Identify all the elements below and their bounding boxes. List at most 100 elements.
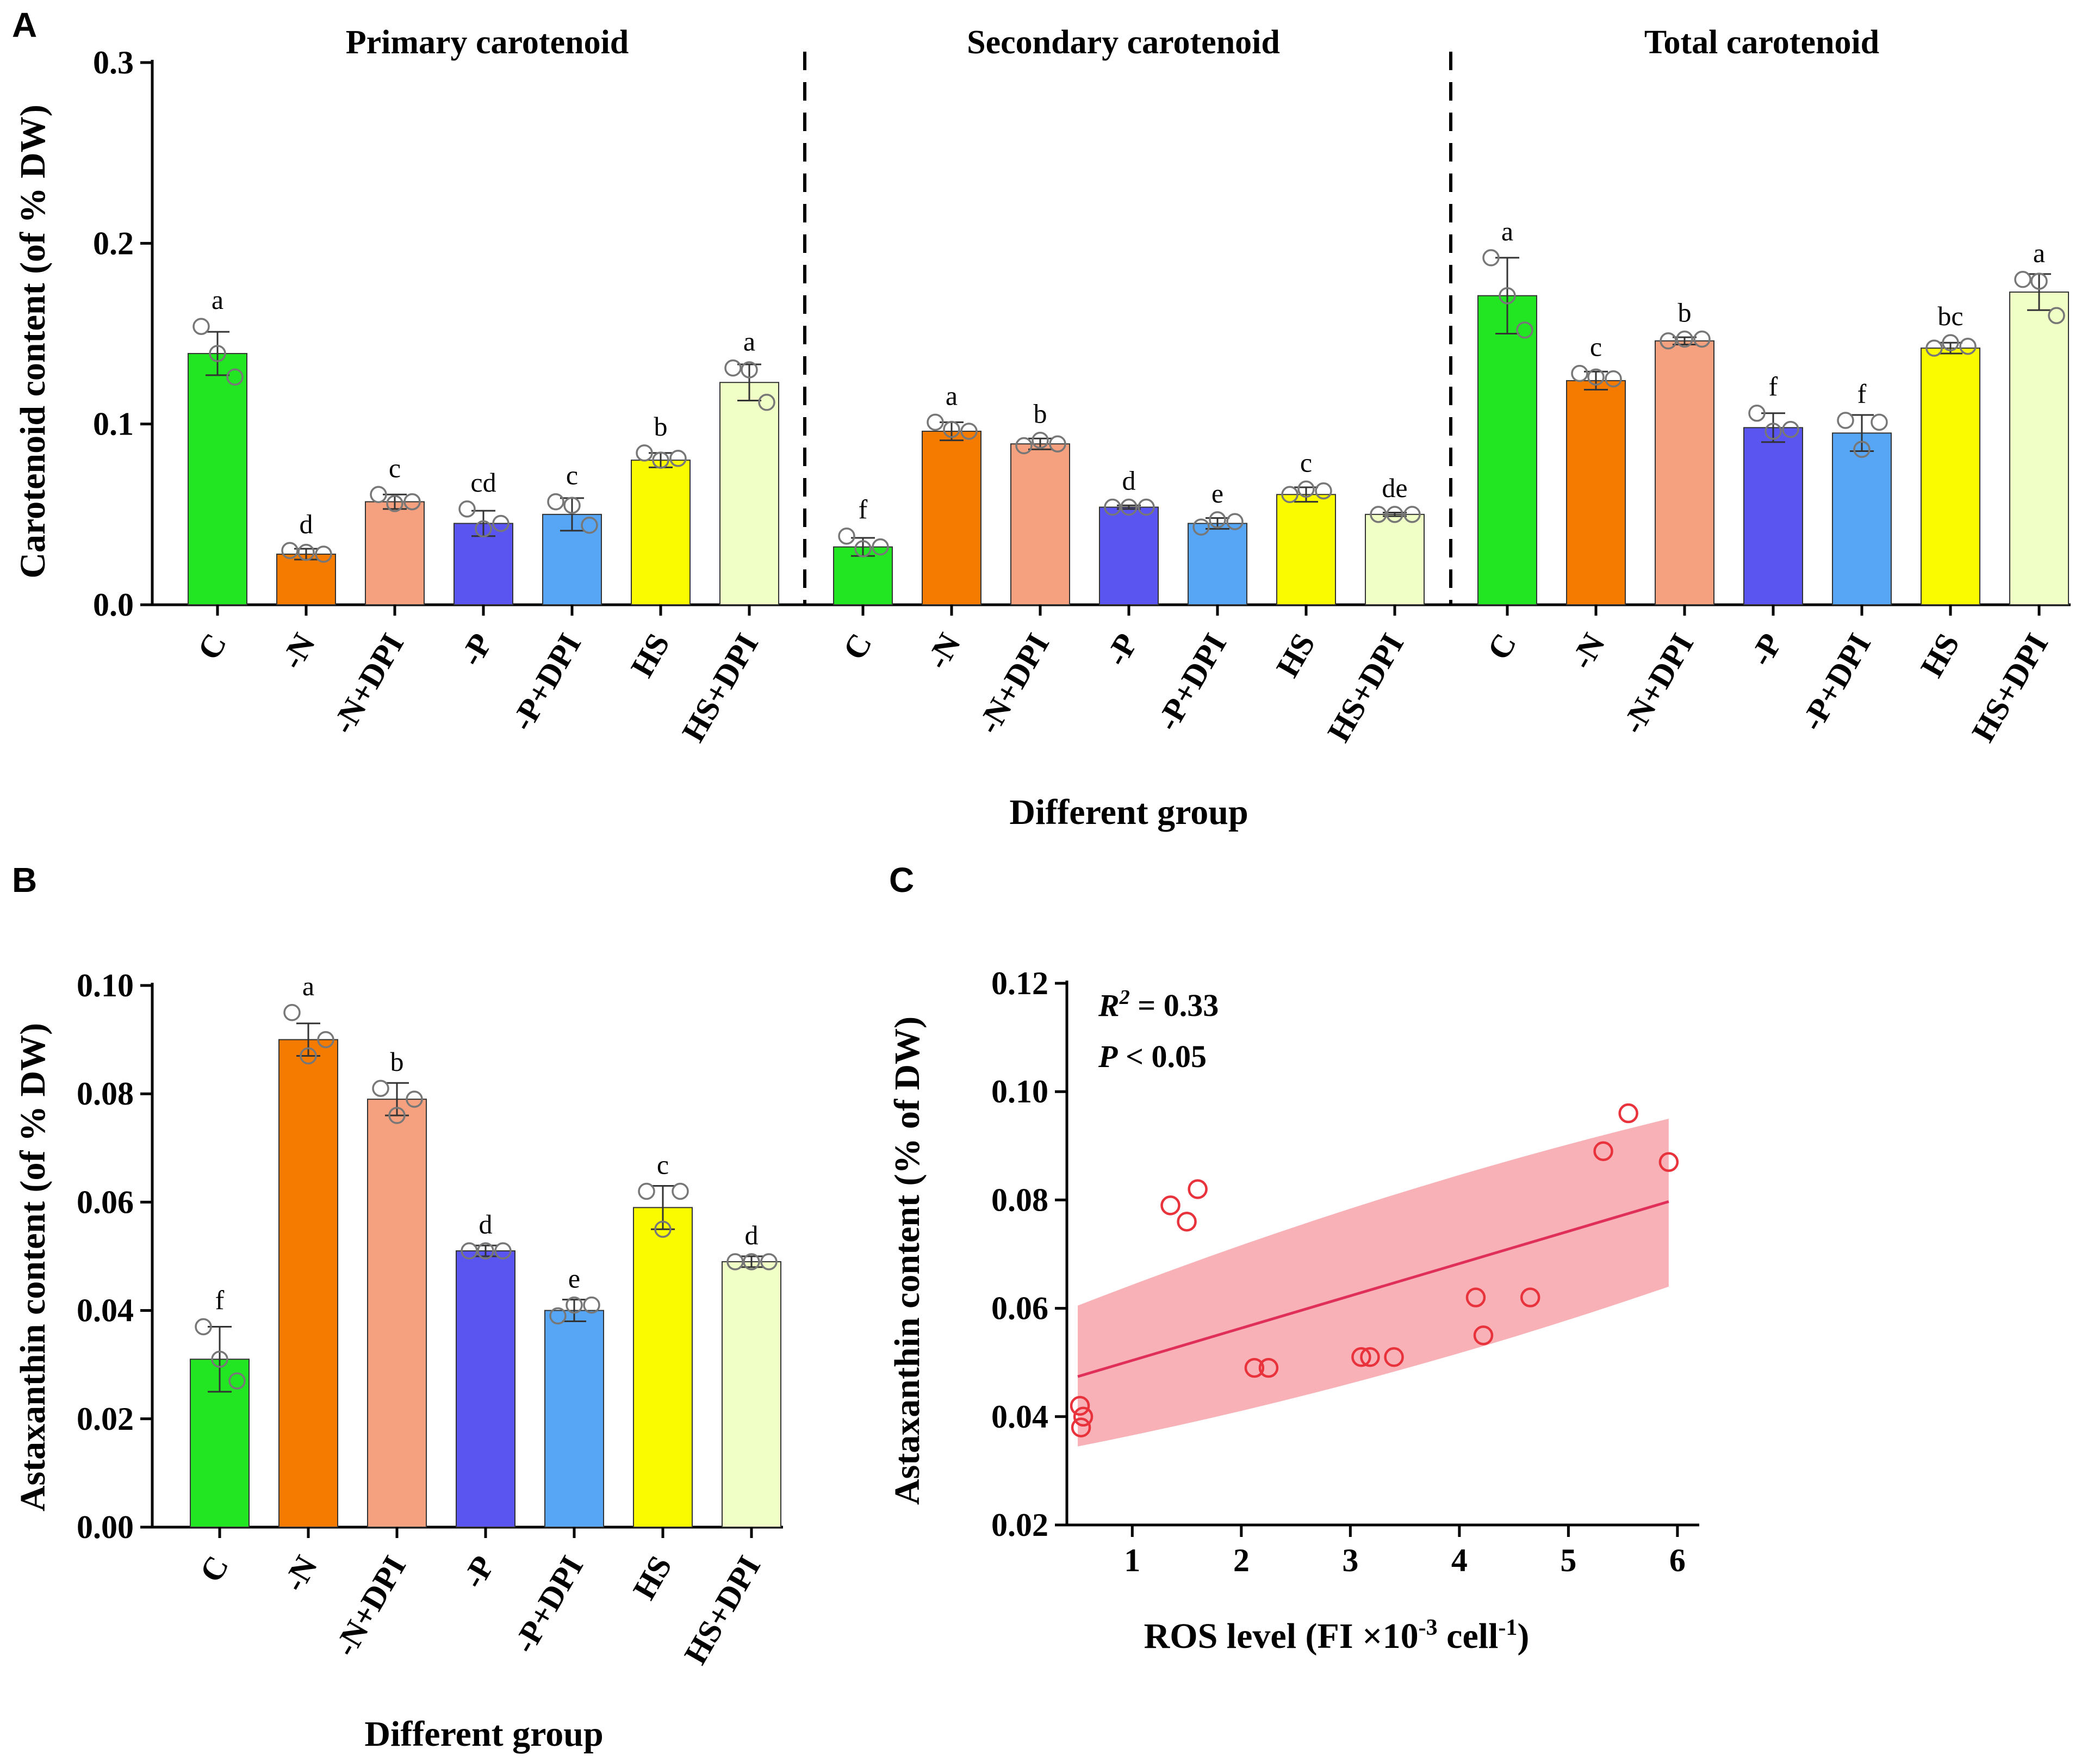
significance-letter: b [1034,399,1047,429]
bar [367,1099,427,1528]
data-point [1226,513,1244,530]
data-point [475,520,492,538]
x-category-label: -N+DPI [327,1550,413,1663]
bar [631,460,691,606]
panel-letter-c: C [889,860,914,900]
significance-letter: bc [1937,301,1963,331]
bar [1099,506,1159,605]
data-point [1660,332,1677,350]
significance-letter: cd [470,467,496,498]
data-point [1403,506,1421,523]
significance-letter: d [1122,466,1136,496]
panel-a-section-title-total: Total carotenoid [1644,24,1879,61]
scatter-point [1520,1287,1540,1307]
data-point [1370,506,1387,523]
data-point [943,420,960,438]
data-point [315,545,332,563]
x-category-label: HS+DPI [1320,628,1411,748]
x-category-label: -P+DPI [1150,628,1233,737]
significance-letter: f [1857,379,1867,409]
panel-c-x-axis-title: ROS level (FI ×10-3 cell-1) [1144,1615,1530,1656]
data-point [1192,518,1210,536]
y-tick-label: 0.04 [991,1399,1048,1435]
bar [188,353,247,605]
significance-letter: b [390,1046,404,1077]
bar [633,1207,693,1528]
data-point [1386,506,1403,523]
data-point [1587,368,1605,386]
scatter-point [1465,1287,1486,1307]
x-category-label: C [190,628,233,666]
data-point [461,1242,478,1260]
data-point [2030,272,2048,290]
significance-letter: c [389,452,401,483]
data-point [1676,330,1693,348]
bar [1365,513,1425,605]
data-point [838,527,855,545]
significance-letter: b [1678,297,1692,327]
x-title-part-3: ) [1517,1616,1529,1656]
data-point [372,1080,389,1097]
x-tick-label: 6 [1669,1542,1686,1578]
data-point [1015,437,1033,455]
x-category-label: -P [1743,628,1789,672]
significance-letter: e [568,1263,580,1294]
p-value: < 0.05 [1117,1039,1207,1074]
panel-c-y-axis-title: Astaxanthin content (% of DW) [887,1016,927,1505]
x-tick-label: 4 [1451,1542,1468,1578]
y-tick-label: 0.06 [77,1184,134,1220]
panel-a-y-axis-title: Carotenoid content (of % DW) [13,104,53,578]
data-point [300,1047,317,1065]
data-point [1748,404,1766,422]
data-point [669,450,687,467]
x-category-label: -N+DPI [325,628,411,740]
data-point [672,1182,689,1200]
data-point [388,1107,406,1124]
data-point [1482,249,1500,266]
data-point [1297,480,1315,498]
data-point [654,1220,672,1238]
data-point [1499,287,1516,305]
significance-letter: de [1382,473,1407,503]
significance-letter: d [479,1209,493,1239]
scatter-point [1071,1417,1091,1437]
significance-letter: c [1300,447,1312,478]
x-category-label: -P+DPI [504,628,588,737]
significance-letter: c [657,1149,669,1180]
data-point [1959,338,1977,355]
data-point [195,1318,212,1336]
panel-a-section-title-primary: Primary carotenoid [346,24,629,61]
bar [1188,523,1247,606]
bar [1276,494,1336,605]
bar [1921,348,1980,605]
data-point [726,1253,744,1270]
y-tick-label: 0.04 [77,1293,134,1329]
bar [722,1261,781,1528]
x-category-label: C [192,1550,235,1589]
scatter-point [1244,1357,1265,1378]
confidence-band [1078,1119,1669,1447]
panel-b-y-axis-title: Astaxanthin content (of % DW) [13,1023,53,1511]
bar [1655,340,1714,605]
x-category-label: -P [453,628,499,672]
significance-letter: a [2033,238,2045,268]
data-point [638,1182,655,1200]
x-category-label: HS+DPI [1965,628,2055,748]
y-tick-label: 0.08 [991,1182,1048,1218]
data-point [1104,498,1121,516]
y-tick-label: 0.10 [77,968,134,1003]
data-point [403,493,421,511]
significance-letter: e [1211,478,1223,509]
significance-letter: a [1501,216,1513,246]
scatter-point [1070,1396,1090,1416]
data-point [1871,413,1888,431]
data-point [1765,423,1782,440]
data-point [281,542,299,560]
data-point [566,1296,583,1314]
data-point [1571,364,1588,382]
data-point [872,538,889,556]
x-category-label: HS+DPI [675,628,765,748]
data-point [2014,271,2031,288]
significance-letter: b [654,411,668,442]
scatter-point [1188,1179,1208,1199]
